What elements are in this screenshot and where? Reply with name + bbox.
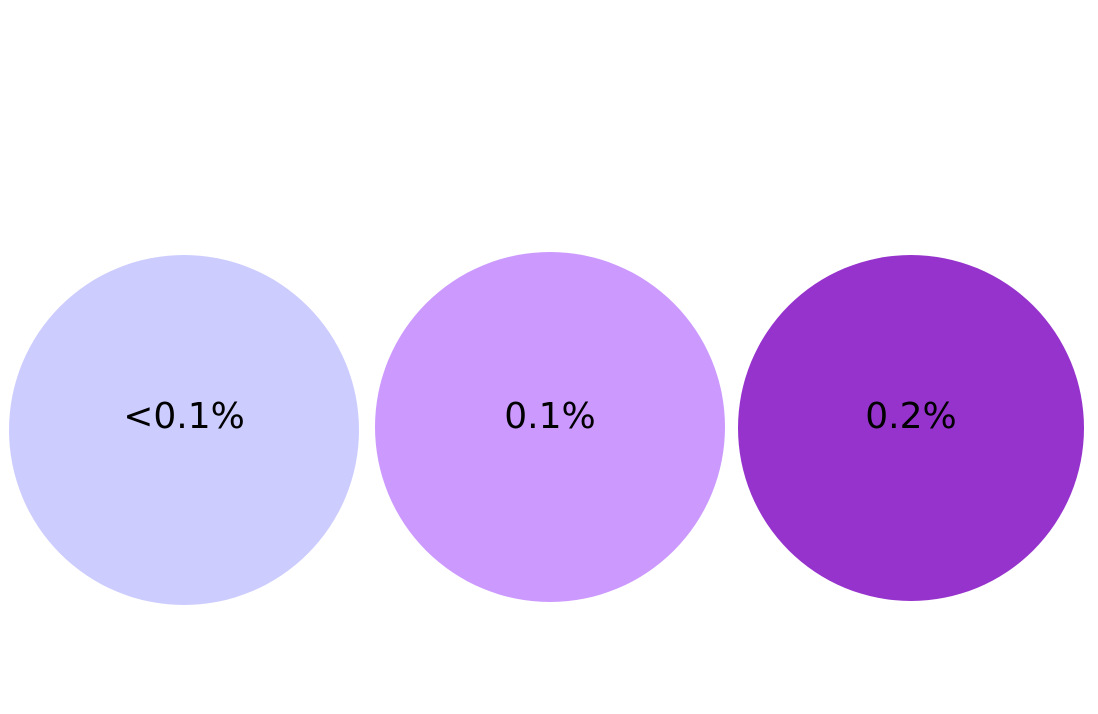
legend-swatch (9, 255, 359, 605)
legend-label: 0.1% (504, 396, 595, 437)
legend-swatch (738, 255, 1084, 601)
legend-label: 0.2% (865, 396, 956, 437)
legend-swatch (375, 252, 725, 602)
legend-label: <0.1% (123, 396, 245, 437)
